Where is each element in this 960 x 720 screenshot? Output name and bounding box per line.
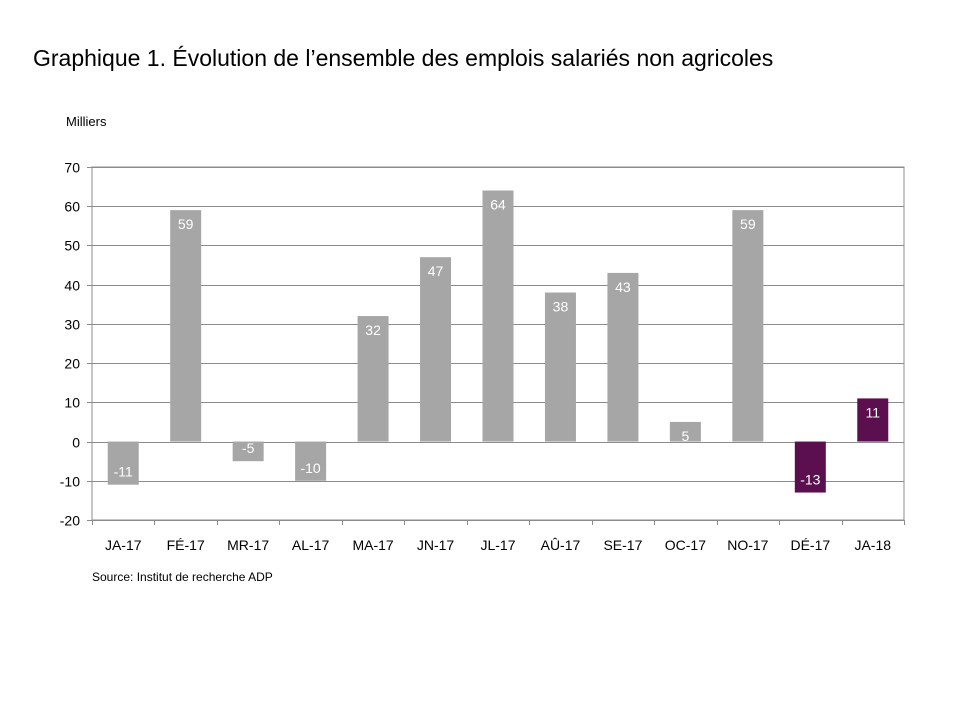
y-tick-labels: -20 -10 0 10 20 30 40 50 60 70: [60, 160, 80, 529]
data-label: 59: [178, 216, 194, 232]
y-tick-label: 30: [64, 317, 80, 333]
x-tick-label: MR-17: [227, 537, 269, 553]
x-tick-label: SE-17: [603, 537, 642, 553]
y-axis-unit-label: Milliers: [66, 114, 107, 129]
x-tick-label: JA-17: [105, 537, 142, 553]
y-tick-label: 50: [64, 238, 80, 254]
data-label: -11: [114, 464, 133, 480]
bar-AL-17: [295, 441, 327, 481]
bar-SE-17: [607, 272, 639, 442]
bar-MA-17: [357, 316, 389, 442]
data-label: 43: [615, 279, 631, 295]
x-tick-label: DÉ-17: [790, 537, 830, 553]
data-label: 64: [490, 197, 506, 213]
x-tick-label: AÛ-17: [541, 537, 581, 553]
x-tick-label: AL-17: [292, 537, 330, 553]
x-tick-labels: JA-17 FÉ-17 MR-17 AL-17 MA-17 JN-17 JL-17 AÛ-17…: [105, 537, 891, 553]
data-label: 47: [428, 263, 444, 279]
bar-JA-18: [857, 398, 889, 442]
bar-NO-17: [732, 210, 764, 442]
data-label: 11: [865, 404, 880, 420]
chart-title: Graphique 1. Évolution de l’ensemble des…: [33, 45, 774, 71]
data-label: 38: [553, 299, 569, 315]
x-tick-label: MA-17: [352, 537, 393, 553]
bar-JN-17: [420, 257, 452, 442]
data-label: -10: [300, 460, 320, 476]
source-note: Source: Institut de recherche ADP: [92, 570, 273, 584]
y-tick-label: -10: [60, 474, 80, 490]
data-labels: -11 59 -5 -10 32 47 64 38 43 5 59 -13 11: [114, 197, 881, 488]
y-tick-label: 0: [72, 435, 80, 451]
bar-JA-17: [107, 441, 139, 485]
data-label: 59: [740, 216, 756, 232]
data-label: 5: [681, 428, 689, 444]
y-tick-label: 40: [64, 278, 80, 294]
bar-JL-17: [482, 190, 514, 442]
x-tick-label: JL-17: [480, 537, 515, 553]
data-label: -5: [242, 440, 255, 456]
bar-OC-17: [669, 421, 701, 442]
x-tick-label: NO-17: [727, 537, 768, 553]
bar-FÉ-17: [170, 210, 202, 442]
bar-MR-17: [232, 441, 264, 462]
x-tick-label: JN-17: [417, 537, 455, 553]
x-tick-label: FÉ-17: [167, 537, 205, 553]
y-tick-label: 10: [64, 395, 80, 411]
y-tick-label: 70: [64, 160, 80, 176]
y-tick-label: 20: [64, 356, 80, 372]
data-label: 32: [365, 322, 381, 338]
bar-DÉ-17: [794, 441, 826, 493]
bar-AÛ-17: [544, 292, 576, 442]
x-tick-label: JA-18: [854, 537, 891, 553]
y-tick-label: 60: [64, 199, 80, 215]
y-tick-label: -20: [60, 513, 80, 529]
x-tick-label: OC-17: [665, 537, 706, 553]
data-label: -13: [800, 472, 820, 488]
bars: [107, 190, 889, 493]
